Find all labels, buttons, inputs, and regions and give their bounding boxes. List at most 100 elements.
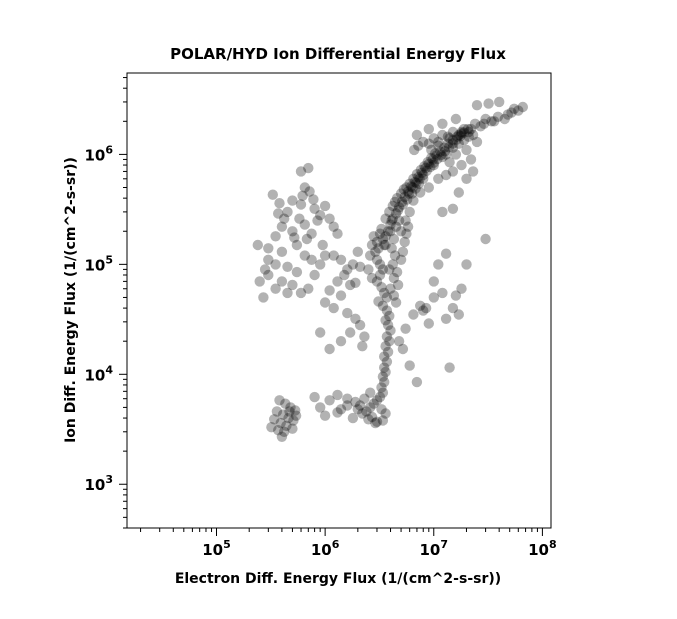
scatter-point <box>428 276 439 287</box>
scatter-point <box>303 162 314 174</box>
scatter-point <box>271 406 283 417</box>
scatter-point <box>263 254 274 265</box>
scatter-point <box>384 336 395 347</box>
scatter-point <box>309 391 320 403</box>
scatter-point <box>453 309 464 320</box>
scatter-point <box>483 98 494 109</box>
scatter-point <box>447 126 459 138</box>
scatter-point <box>432 153 443 165</box>
scatter-point <box>315 327 326 338</box>
scatter-point <box>291 239 303 251</box>
scatter-point <box>270 283 281 294</box>
scatter-point <box>406 188 418 199</box>
scatter-point <box>267 189 278 200</box>
scatter-point <box>463 131 474 142</box>
scatter-point <box>366 239 378 251</box>
y-axis-label: Ion Diff. Energy Flux (1/(cm^2-s-sr)) <box>63 157 79 443</box>
scatter-point <box>365 250 376 261</box>
scatter-point <box>452 131 463 142</box>
scatter-point <box>509 103 520 115</box>
scatter-point <box>374 269 386 281</box>
scatter-point <box>290 405 301 416</box>
scatter-point <box>381 305 393 316</box>
scatter-point <box>420 302 432 314</box>
scatter-point <box>386 243 397 254</box>
scatter-point <box>350 313 361 324</box>
scatter-point <box>499 113 510 125</box>
scatter-point <box>295 287 307 299</box>
scatter-point <box>386 215 397 226</box>
scatter-point <box>347 259 359 270</box>
scatter-point <box>399 191 410 203</box>
scatter-point <box>458 127 470 138</box>
scatter-point <box>453 138 464 149</box>
scatter-point <box>366 411 378 423</box>
scatter-point <box>502 109 513 120</box>
scatter-point <box>428 159 439 171</box>
scatter-point <box>276 431 288 442</box>
scatter-point <box>270 231 281 242</box>
scatter-point <box>416 167 428 178</box>
scatter-point <box>279 426 290 437</box>
scatter-point <box>443 142 455 153</box>
scatter-point <box>413 178 425 189</box>
scatter-point <box>402 186 414 197</box>
x-tick-label: 106 <box>311 538 340 559</box>
scatter-point <box>403 188 415 199</box>
scatter-point <box>328 221 339 232</box>
scatter-point <box>413 172 424 183</box>
scatter-point <box>283 412 294 424</box>
scatter-point <box>303 283 314 294</box>
scatter-point <box>359 331 370 342</box>
scatter-point <box>319 250 331 261</box>
scatter-point <box>379 376 390 388</box>
scatter-point <box>380 231 391 242</box>
scatter-point <box>427 154 438 165</box>
scatter-point <box>347 412 359 424</box>
scatter-point <box>410 183 421 194</box>
scatter-point <box>480 233 491 245</box>
scatter-point <box>402 221 414 232</box>
scatter-point <box>387 259 398 270</box>
scatter-point <box>350 277 361 288</box>
scatter-point <box>252 239 263 251</box>
scatter-point <box>447 138 459 149</box>
scatter-point <box>275 417 286 429</box>
scatter-point <box>471 100 483 111</box>
scatter-point <box>420 162 431 174</box>
scatter-point <box>306 254 317 265</box>
scatter-point <box>437 287 448 299</box>
scatter-point <box>361 406 372 417</box>
scatter-point <box>463 126 474 138</box>
plot-frame <box>126 72 552 529</box>
scatter-point <box>377 264 389 275</box>
scatter-point <box>379 239 390 251</box>
scatter-point <box>404 206 415 218</box>
scatter-point <box>371 395 383 406</box>
scatter-point <box>287 226 298 237</box>
scatter-point <box>274 198 285 209</box>
scatter-point <box>465 123 477 135</box>
scatter-point <box>409 144 420 156</box>
scatter-point <box>368 398 379 409</box>
scatter-point <box>385 226 396 237</box>
scatter-point <box>407 182 418 193</box>
scatter-point <box>382 346 394 358</box>
scatter-point <box>458 123 470 135</box>
scatter-point <box>391 193 403 204</box>
scatter-point <box>328 302 339 314</box>
scatter-point <box>306 228 317 239</box>
scatter-point <box>374 228 386 239</box>
scatter-point <box>385 219 396 230</box>
scatter-point <box>301 233 313 245</box>
x-tick-label: 107 <box>420 538 449 559</box>
scatter-point <box>328 250 339 261</box>
scatter-point <box>401 228 412 239</box>
scatter-point <box>276 246 288 257</box>
scatter-point <box>339 269 350 281</box>
scatter-point <box>467 166 479 177</box>
scatter-point <box>418 136 429 148</box>
scatter-point <box>390 221 402 232</box>
scatter-point <box>391 266 403 278</box>
scatter-point <box>456 283 467 294</box>
